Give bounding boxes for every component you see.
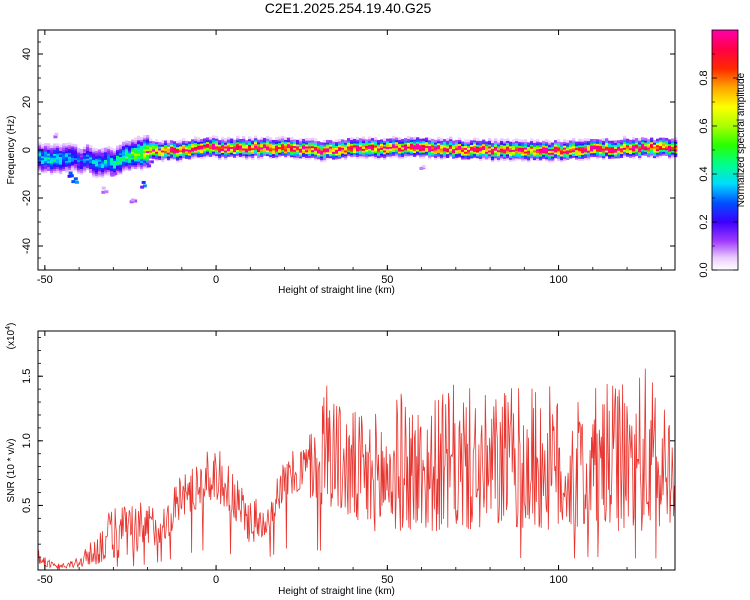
spectrogram-y-tick-label: 40 (21, 48, 33, 60)
spectrogram-x-tick-label: 100 (549, 274, 567, 286)
spectrogram-y-axis-label: Frequency (Hz) (6, 116, 17, 185)
snr-y-tick-label: 1.5 (21, 369, 33, 384)
snr-x-tick-label: -50 (37, 574, 53, 586)
spectrogram-x-tick-label: 0 (213, 274, 219, 286)
snr-x-tick-label: 0 (213, 574, 219, 586)
spectrogram-y-tick-label: 0 (21, 147, 33, 153)
spectrogram-heatmap (38, 132, 678, 204)
colorbar-tick-label: 0.0 (698, 262, 710, 277)
snr-panel: -50 0 50 100 0.5 1.0 1.5 Height of straight li… (5, 323, 676, 597)
spectrogram-ticks: -50 0 50 100 -40 -20 0 20 40 (21, 30, 675, 286)
spectrogram-y-tick-label: -20 (21, 190, 33, 206)
colorbar-tick-label: 0.4 (698, 166, 710, 181)
snr-frame (37, 330, 676, 571)
spectrogram-x-tick-label: 50 (381, 274, 393, 286)
snr-y-tick-label: 1.0 (21, 433, 33, 448)
spectrogram-x-axis-label: Height of straight line (km) (278, 285, 395, 296)
snr-x-tick-label: 50 (381, 574, 393, 586)
snr-series-line (38, 368, 675, 570)
colorbar-gradient (711, 29, 739, 271)
colorbar-tick-label: 0.8 (698, 70, 710, 85)
spectrogram-y-tick-label: 20 (21, 96, 33, 108)
snr-y-exponent: (x104) (5, 323, 17, 350)
snr-y-exponent-power: 4 (5, 326, 12, 330)
snr-plot-area (38, 331, 675, 570)
snr-ticks: -50 0 50 100 0.5 1.0 1.5 (21, 331, 675, 586)
colorbar-ticks: 0.0 0.2 0.4 0.6 0.8 (698, 53, 738, 278)
snr-y-tick-label: 0.5 (21, 498, 33, 513)
colorbar: 0.0 0.2 0.4 0.6 0.8 Normalized spectral ampl… (698, 29, 747, 278)
spectrogram-panel: -50 0 50 100 -40 -20 0 20 40 Height of straight … (6, 29, 678, 296)
colorbar-tick-label: 0.2 (698, 214, 710, 229)
snr-x-axis-label: Height of straight line (km) (278, 586, 395, 597)
snr-x-tick-label: 100 (549, 574, 567, 586)
spectrogram-y-tick-label: -40 (21, 238, 33, 254)
spectrogram-x-tick-label: -50 (37, 274, 53, 286)
chart-title: C2E1.2025.254.19.40.G25 (265, 0, 432, 16)
colorbar-label: Normalized spectral amplitude (736, 72, 747, 207)
colorbar-tick-label: 0.6 (698, 118, 710, 133)
snr-y-axis-label: SNR (10 * v/v) (6, 439, 17, 503)
